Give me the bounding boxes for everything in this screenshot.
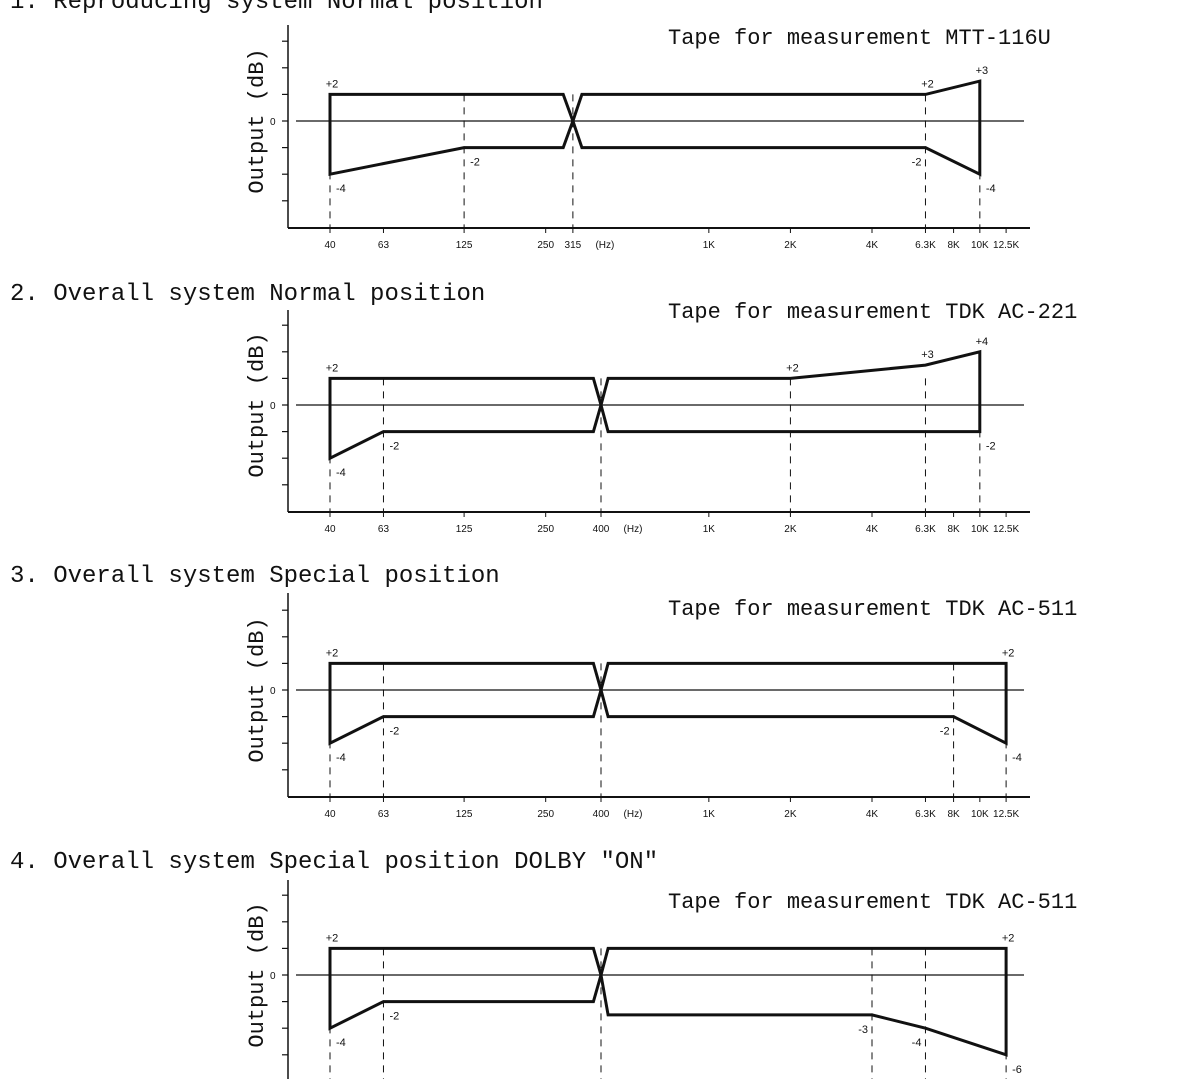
x-tick-label: 63 (378, 240, 390, 251)
db-value-label: +2 (1002, 647, 1015, 659)
db-value-label: +2 (326, 362, 339, 374)
x-tick-label: 250 (537, 240, 554, 251)
zero-label: 0 (270, 686, 276, 697)
db-value-label: -4 (336, 752, 346, 764)
chart-3: 3. Overall system Special position Tape f… (10, 563, 1077, 820)
db-value-label: -4 (912, 1037, 922, 1049)
chart-title: 3. Overall system Special position (10, 563, 500, 590)
x-tick-label: 4K (866, 240, 879, 251)
x-unit-label: (Hz) (624, 809, 643, 820)
db-value-label: -2 (389, 726, 399, 738)
x-tick-label: 8K (947, 809, 960, 820)
tolerance-right-band (599, 661, 1008, 746)
zero-label: 0 (270, 971, 276, 982)
db-value-label: -4 (336, 1037, 346, 1049)
tape-label: Tape for measurement TDK AC-221 (668, 300, 1077, 325)
tolerance-left-band (328, 946, 603, 1031)
x-tick-label: 250 (537, 524, 554, 535)
x-tick-label: 1K (703, 524, 716, 535)
db-value-label: +4 (976, 336, 989, 348)
db-value-label: -2 (912, 157, 922, 169)
tolerance-left-band (328, 661, 603, 746)
x-tick-label: 8K (947, 524, 960, 535)
db-value-label: -2 (940, 726, 950, 738)
x-tick-label: 400 (593, 524, 610, 535)
chart-title: 1. Reproducing system Normal position (10, 0, 543, 16)
x-tick-label: 125 (456, 524, 473, 535)
x-tick-label: 40 (324, 524, 336, 535)
db-value-label: +2 (921, 78, 934, 90)
chart-title: 2. Overall system Normal position (10, 281, 485, 308)
chart-4: 4. Overall system Special position DOLBY… (10, 849, 1077, 1079)
db-value-label: -3 (858, 1024, 868, 1036)
x-tick-label: 10K (971, 240, 989, 251)
db-value-label: -2 (389, 1011, 399, 1023)
x-tick-label: 10K (971, 809, 989, 820)
x-tick-label: 2K (784, 809, 797, 820)
x-tick-label: 63 (378, 809, 390, 820)
tape-label: Tape for measurement TDK AC-511 (668, 890, 1077, 915)
tolerance-right-band (599, 946, 1008, 1057)
db-value-label: +2 (786, 362, 799, 374)
db-value-label: +2 (326, 647, 339, 659)
x-unit-label: (Hz) (595, 240, 614, 251)
x-tick-label: 2K (784, 240, 797, 251)
tape-label: Tape for measurement MTT-116U (668, 26, 1051, 51)
db-value-label: -2 (986, 441, 996, 453)
y-axis-label: Output (dB) (245, 332, 270, 477)
db-value-label: -4 (336, 467, 346, 479)
chart-1: 1. Reproducing system Normal position Tap… (10, 0, 1051, 251)
tape-label: Tape for measurement TDK AC-511 (668, 597, 1077, 622)
x-tick-label: 40 (324, 240, 336, 251)
x-tick-label: 8K (947, 240, 960, 251)
x-tick-label: 40 (324, 809, 336, 820)
y-axis-label: Output (dB) (245, 48, 270, 193)
chart-2: 2. Overall system Normal position Tape fo… (10, 281, 1077, 535)
db-value-label: -2 (470, 157, 480, 169)
x-tick-label: 12.5K (993, 809, 1019, 820)
tolerance-right-band (571, 79, 982, 177)
tolerance-left-band (328, 376, 603, 461)
db-value-label: +3 (921, 349, 934, 361)
db-value-label: -4 (336, 183, 346, 195)
x-unit-label: (Hz) (624, 524, 643, 535)
db-value-label: +3 (976, 65, 989, 77)
db-value-label: -2 (389, 441, 399, 453)
x-tick-label: 63 (378, 524, 390, 535)
x-tick-label: 125 (456, 240, 473, 251)
x-tick-label: 125 (456, 809, 473, 820)
y-axis-label: Output (dB) (245, 902, 270, 1047)
x-tick-label: 6.3K (915, 240, 936, 251)
chart-title: 4. Overall system Special position DOLBY… (10, 849, 658, 876)
x-tick-label: 12.5K (993, 240, 1019, 251)
db-value-label: +2 (326, 932, 339, 944)
db-value-label: -4 (1012, 752, 1022, 764)
zero-label: 0 (270, 401, 276, 412)
x-tick-label: 10K (971, 524, 989, 535)
db-value-label: +2 (1002, 932, 1015, 944)
zero-label: 0 (270, 117, 276, 128)
db-value-label: +2 (326, 78, 339, 90)
x-tick-label: 4K (866, 524, 879, 535)
x-tick-label: 250 (537, 809, 554, 820)
x-tick-label: 2K (784, 524, 797, 535)
x-tick-label: 4K (866, 809, 879, 820)
y-axis-label: Output (dB) (245, 617, 270, 762)
db-value-label: -6 (1012, 1064, 1022, 1076)
x-tick-label: 6.3K (915, 524, 936, 535)
x-tick-label: 12.5K (993, 524, 1019, 535)
x-tick-label: 1K (703, 809, 716, 820)
tolerance-left-band (328, 92, 575, 177)
x-tick-label: 1K (703, 240, 716, 251)
tolerance-right-band (599, 349, 982, 434)
x-tick-label: 315 (565, 240, 582, 251)
db-value-label: -4 (986, 183, 996, 195)
x-tick-label: 6.3K (915, 809, 936, 820)
x-tick-label: 400 (593, 809, 610, 820)
